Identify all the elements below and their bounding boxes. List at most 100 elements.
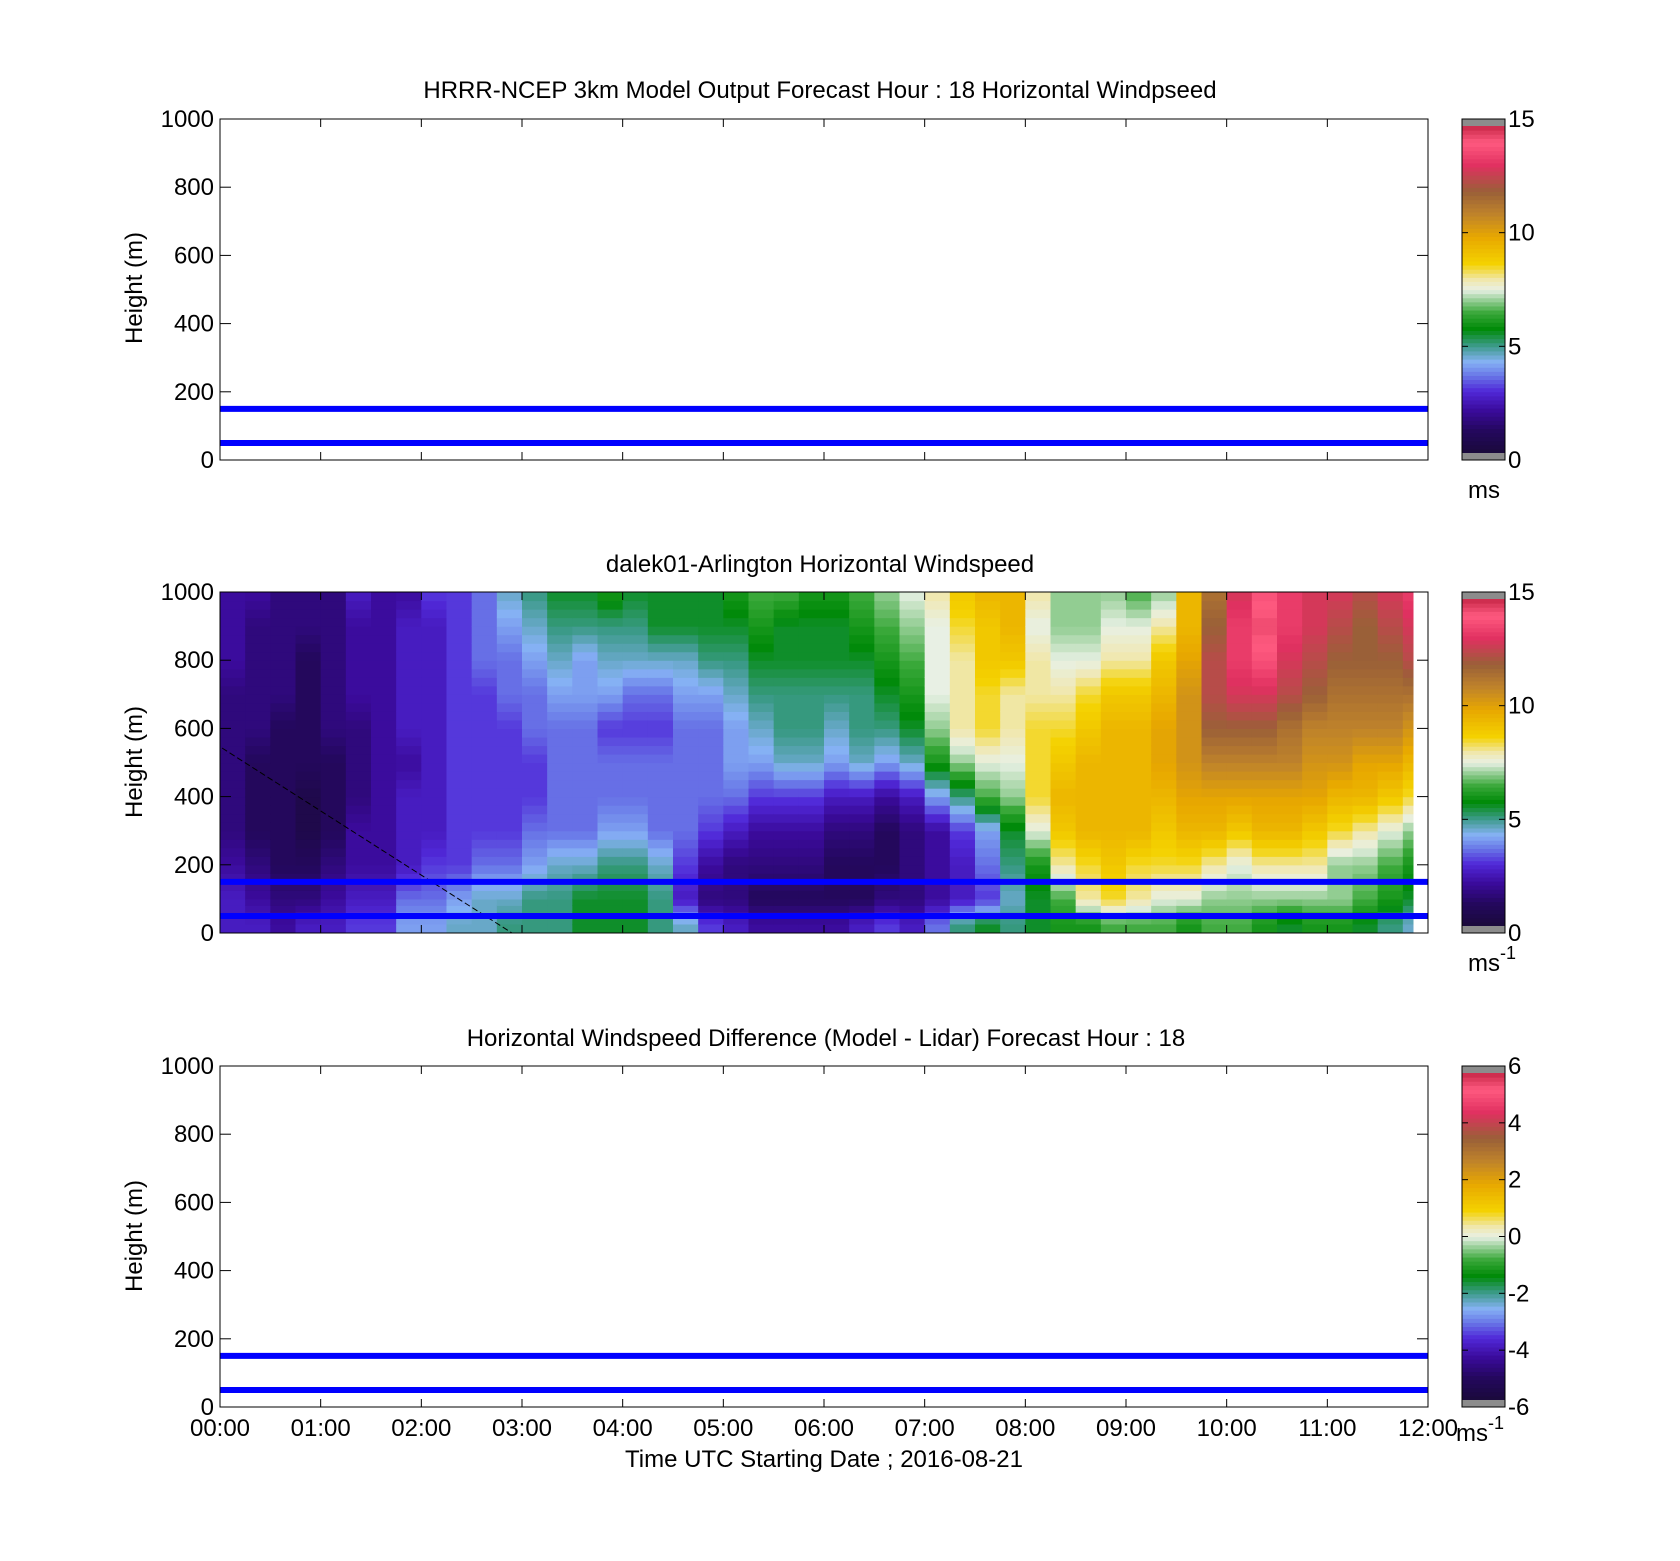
heatmap-cell xyxy=(748,668,775,678)
colorbar-tick-label: 0 xyxy=(1508,920,1521,947)
colorbar-segment xyxy=(1462,191,1505,197)
heatmap-cell xyxy=(1251,788,1278,798)
heatmap-cell xyxy=(371,905,397,913)
heatmap-cell xyxy=(1151,592,1177,602)
heatmap-cell xyxy=(748,660,775,670)
heatmap-cell xyxy=(220,711,246,721)
heatmap-cell xyxy=(1126,873,1152,883)
heatmap-cell xyxy=(547,796,573,806)
heatmap-cell xyxy=(874,643,901,653)
heatmap-cell xyxy=(1302,924,1328,933)
heatmap-cell xyxy=(622,609,649,619)
heatmap-cell xyxy=(295,600,322,610)
heatmap-cell xyxy=(874,745,901,755)
colorbar-tick-label: 10 xyxy=(1508,220,1535,247)
heatmap-cell xyxy=(874,634,901,644)
heatmap-cell xyxy=(572,753,599,764)
heatmap-cell xyxy=(1402,600,1414,610)
heatmap-cell xyxy=(345,592,372,602)
heatmap-cell xyxy=(949,736,976,747)
heatmap-cell xyxy=(471,830,498,840)
heatmap-cell xyxy=(1402,702,1414,712)
heatmap-cell xyxy=(698,592,724,602)
heatmap-cell xyxy=(547,660,573,670)
heatmap-cell xyxy=(597,728,624,738)
heatmap-cell xyxy=(396,643,422,653)
heatmap-cell xyxy=(572,711,599,721)
heatmap-cell xyxy=(1025,736,1052,747)
heatmap-cell xyxy=(824,592,850,602)
heatmap-cell xyxy=(723,771,750,781)
heatmap-cell xyxy=(1402,617,1414,627)
heatmap-cell xyxy=(849,847,875,857)
heatmap-cell xyxy=(1176,805,1203,815)
colorbar-segment xyxy=(1462,277,1505,282)
heatmap-cell xyxy=(824,822,850,832)
heatmap-cell xyxy=(1402,779,1414,789)
heatmap-cell xyxy=(421,651,448,661)
heatmap-cell xyxy=(975,600,1001,610)
heatmap-cell xyxy=(396,651,422,661)
heatmap-cell xyxy=(572,694,599,704)
colorbar-segment xyxy=(1462,844,1505,849)
heatmap-cell xyxy=(295,779,322,789)
panel-2-y-axis-label: Height (m) xyxy=(121,706,148,818)
heatmap-cell xyxy=(1327,830,1354,840)
heatmap-cell xyxy=(1025,677,1052,687)
heatmap-cell xyxy=(647,626,674,636)
colorbar-segment xyxy=(1462,725,1505,731)
heatmap-cell xyxy=(748,592,775,602)
heatmap-cell xyxy=(1100,762,1127,772)
heatmap-cell xyxy=(1100,634,1127,644)
heatmap-cell xyxy=(496,839,523,849)
heatmap-cell xyxy=(320,805,347,815)
heatmap-cell xyxy=(220,609,246,619)
heatmap-cell xyxy=(1226,762,1253,772)
heatmap-cell xyxy=(547,728,573,738)
heatmap-cell xyxy=(698,788,724,798)
heatmap-cell xyxy=(748,719,775,729)
colorbar-segment xyxy=(1462,354,1505,360)
heatmap-cell xyxy=(698,677,724,687)
heatmap-cell xyxy=(723,839,750,849)
heatmap-cell xyxy=(849,881,875,891)
heatmap-cell xyxy=(1000,830,1026,840)
heatmap-cell xyxy=(471,660,498,670)
heatmap-cell xyxy=(522,685,548,695)
heatmap-cell xyxy=(446,873,473,883)
heatmap-cell xyxy=(270,905,297,913)
colorbar-segment xyxy=(1462,782,1505,788)
heatmap-cell xyxy=(1201,890,1228,900)
heatmap-cell xyxy=(1402,745,1414,755)
heatmap-cell xyxy=(748,822,775,832)
heatmap-cell xyxy=(824,694,850,704)
colorbar-segment xyxy=(1462,676,1505,682)
heatmap-cell xyxy=(471,609,498,619)
heatmap-cell xyxy=(673,847,699,857)
heatmap-cell xyxy=(245,651,271,661)
panel-2-x-ticks xyxy=(219,592,1429,933)
heatmap-cell xyxy=(471,779,498,789)
heatmap-cell xyxy=(371,813,397,823)
heatmap-cell xyxy=(673,830,699,840)
colorbar-segment xyxy=(1462,840,1505,845)
heatmap-cell xyxy=(949,771,976,781)
heatmap-cell xyxy=(1327,685,1354,695)
heatmap-cell xyxy=(1226,873,1253,883)
heatmap-cell xyxy=(924,796,951,806)
heatmap-cell xyxy=(1025,609,1052,619)
heatmap-cell xyxy=(824,864,850,874)
heatmap-cell xyxy=(1126,634,1152,644)
heatmap-cell xyxy=(1176,898,1203,906)
heatmap-cell xyxy=(320,905,347,913)
heatmap-cell xyxy=(748,898,775,906)
heatmap-cell xyxy=(647,796,674,806)
heatmap-cell xyxy=(673,745,699,755)
heatmap-cell xyxy=(1126,694,1152,704)
heatmap-cell xyxy=(1402,918,1414,926)
heatmap-cell xyxy=(1327,779,1354,789)
heatmap-cell xyxy=(1050,805,1077,815)
y-tick-label: 600 xyxy=(174,715,214,742)
heatmap-cell xyxy=(723,609,750,619)
heatmap-cell xyxy=(1050,822,1077,832)
